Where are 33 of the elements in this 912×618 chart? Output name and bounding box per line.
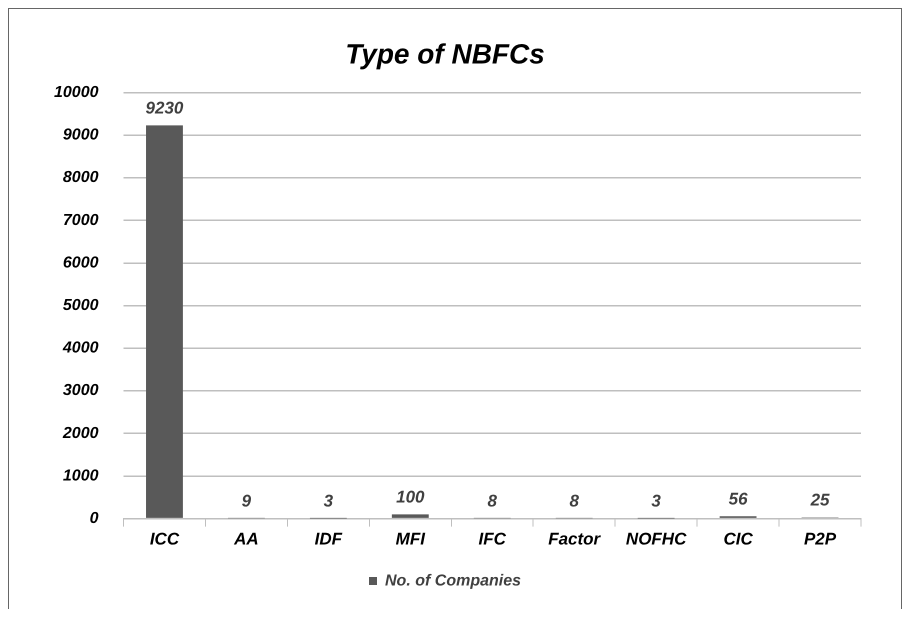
x-tick-label: P2P bbox=[804, 529, 837, 548]
y-tick-label: 9000 bbox=[62, 126, 99, 144]
legend-label: No. of Companies bbox=[384, 572, 522, 590]
data-label: 3 bbox=[324, 492, 334, 511]
bar bbox=[392, 514, 429, 518]
y-tick-label: 6000 bbox=[62, 254, 99, 272]
data-label: 9230 bbox=[146, 98, 184, 118]
bar bbox=[146, 125, 183, 518]
y-tick-label: 0 bbox=[90, 510, 99, 528]
data-label: 25 bbox=[810, 490, 830, 510]
y-tick-label: 7000 bbox=[62, 212, 99, 229]
data-label: 8 bbox=[569, 491, 580, 510]
data-label: 56 bbox=[728, 489, 748, 508]
y-tick-label: 1000 bbox=[62, 467, 99, 484]
x-tick-label: NOFHC bbox=[626, 529, 688, 548]
y-tick-label: 10000 bbox=[54, 84, 99, 102]
y-tick-label: 3000 bbox=[62, 382, 99, 400]
x-tick-label: IDF bbox=[314, 529, 343, 548]
data-label: 9 bbox=[242, 491, 252, 510]
data-label: 8 bbox=[488, 491, 498, 510]
y-tick-label: 4000 bbox=[62, 340, 99, 357]
chart-title: Type of NBFCs bbox=[345, 38, 545, 70]
y-tick-label: 8000 bbox=[62, 169, 99, 186]
data-label: 3 bbox=[651, 492, 662, 511]
y-tick-label: 2000 bbox=[62, 424, 99, 442]
x-tick-label: IFC bbox=[478, 529, 507, 548]
x-tick-label: MFI bbox=[396, 529, 426, 548]
x-tick-label: AA bbox=[233, 529, 259, 548]
x-tick-label: Factor bbox=[548, 529, 602, 548]
data-label: 100 bbox=[396, 488, 426, 507]
x-tick-label: CIC bbox=[723, 529, 754, 548]
y-tick-label: 5000 bbox=[62, 297, 99, 314]
x-tick-label: ICC bbox=[150, 529, 180, 548]
